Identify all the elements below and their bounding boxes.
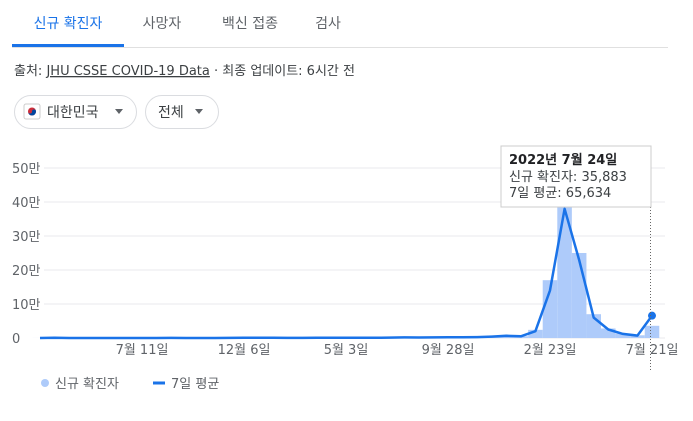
bar xyxy=(572,253,587,338)
filter-label: 대한민국 xyxy=(47,105,99,121)
bar xyxy=(645,326,660,338)
legend: 신규 확진자 7일 평균 xyxy=(41,377,219,392)
filter-label: 전체 xyxy=(158,105,184,121)
flag-icon xyxy=(24,104,40,119)
tooltip-line: 7일 평균: 65,634 xyxy=(509,186,611,201)
tabs: 신규 확진자 사망자 백신 접종 검사 xyxy=(12,16,668,48)
active-tab-indicator xyxy=(12,44,124,47)
source-prefix: 출처: xyxy=(14,64,42,79)
y-tick-label: 50만 xyxy=(12,162,41,177)
y-tick-label: 20만 xyxy=(12,264,41,279)
end-point xyxy=(648,312,656,320)
filters: 대한민국 전체 xyxy=(15,96,219,129)
x-tick-label: 9월 28일 xyxy=(422,343,475,358)
tab[interactable]: 사망자 xyxy=(143,16,182,32)
legend-swatch xyxy=(41,379,49,387)
tab[interactable]: 신규 확진자 xyxy=(34,16,103,32)
x-tick-label: 7월 21일 xyxy=(626,343,679,358)
source-suffix: · 최종 업데이트: 6시간 전 xyxy=(214,64,355,79)
x-tick-label: 7월 11일 xyxy=(116,343,169,358)
tooltip: 2022년 7월 24일 신규 확진자: 35,883 7일 평균: 65,63… xyxy=(501,146,651,207)
y-tick-label: 30만 xyxy=(12,230,41,245)
x-tick-label: 2월 23일 xyxy=(524,343,577,358)
tooltip-line: 신규 확진자: 35,883 xyxy=(509,170,627,185)
y-tick-label: 0 xyxy=(12,332,20,347)
x-tick-label: 5월 3일 xyxy=(324,343,369,358)
tab[interactable]: 백신 접종 xyxy=(222,16,278,32)
y-tick-label: 40만 xyxy=(12,196,41,211)
y-tick-label: 10만 xyxy=(12,298,41,313)
x-tick-label: 12월 6일 xyxy=(218,343,271,358)
source: 출처: JHU CSSE COVID-19 Data · 최종 업데이트: 6시… xyxy=(14,64,355,79)
legend-label: 신규 확진자 xyxy=(55,377,119,392)
tab[interactable]: 검사 xyxy=(315,16,341,32)
source-link[interactable]: JHU CSSE COVID-19 Data xyxy=(45,64,209,79)
legend-label: 7일 평균 xyxy=(171,377,219,392)
tooltip-title: 2022년 7월 24일 xyxy=(509,152,617,168)
